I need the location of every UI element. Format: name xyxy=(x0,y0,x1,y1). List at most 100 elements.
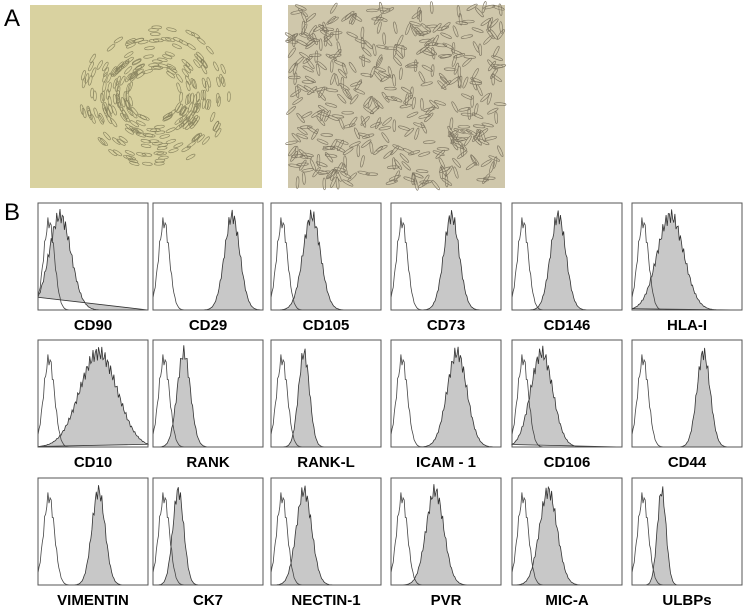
cell xyxy=(408,150,421,156)
cell xyxy=(202,136,210,145)
cell xyxy=(174,117,183,125)
cell xyxy=(489,18,499,29)
cell xyxy=(438,166,451,173)
cell xyxy=(324,110,331,122)
cell xyxy=(298,33,312,39)
cell xyxy=(437,80,447,90)
micrograph xyxy=(30,5,262,188)
cell xyxy=(294,4,307,11)
histogram-control xyxy=(270,492,381,586)
cell xyxy=(404,127,415,137)
cell xyxy=(420,98,424,111)
cell xyxy=(497,145,504,157)
cell xyxy=(293,72,298,86)
cell xyxy=(136,71,146,79)
cell xyxy=(102,81,107,92)
cell xyxy=(103,131,111,141)
cell xyxy=(392,74,396,87)
cell xyxy=(380,74,392,83)
cell xyxy=(325,88,339,93)
cell xyxy=(201,98,207,109)
histogram-frame xyxy=(631,339,743,448)
cell xyxy=(351,13,363,22)
cell xyxy=(353,88,366,95)
cell xyxy=(295,85,300,99)
cell xyxy=(135,132,146,138)
cell xyxy=(303,85,315,93)
cell xyxy=(493,102,507,106)
cell xyxy=(194,53,203,62)
cell xyxy=(411,96,416,110)
cell xyxy=(472,124,486,129)
cell xyxy=(337,68,348,79)
cell xyxy=(486,92,492,105)
cell xyxy=(455,21,469,25)
histogram-frame xyxy=(511,202,623,311)
cell xyxy=(499,21,503,34)
cell xyxy=(124,56,134,64)
cell xyxy=(409,21,422,27)
cell xyxy=(434,100,447,106)
cell xyxy=(108,149,118,157)
cell xyxy=(86,105,92,117)
cell xyxy=(401,45,405,58)
cell xyxy=(191,133,200,142)
cell xyxy=(378,126,392,131)
cell xyxy=(288,145,297,157)
cell xyxy=(356,144,361,158)
cell xyxy=(337,93,347,104)
cell xyxy=(210,111,216,122)
cell xyxy=(363,96,372,107)
cell xyxy=(182,116,191,125)
cell xyxy=(360,115,367,128)
cell xyxy=(460,129,473,135)
cell xyxy=(441,80,452,89)
histogram-control xyxy=(511,492,622,586)
cell xyxy=(315,63,321,76)
cell xyxy=(110,118,118,128)
cell xyxy=(134,68,144,76)
panel-label: A xyxy=(4,5,20,32)
cell xyxy=(102,103,107,114)
cell xyxy=(312,25,325,32)
cell xyxy=(333,48,342,60)
cell xyxy=(493,64,507,69)
cell xyxy=(390,145,400,156)
cell xyxy=(316,154,321,167)
cell xyxy=(376,21,382,34)
cell xyxy=(478,43,482,57)
cell xyxy=(490,63,504,68)
cell xyxy=(327,169,337,179)
cell xyxy=(186,141,196,149)
cell xyxy=(167,109,177,117)
cell xyxy=(90,87,94,99)
cell xyxy=(200,89,205,101)
cell xyxy=(142,161,153,166)
cell xyxy=(139,115,150,121)
cell xyxy=(174,102,181,112)
marker-label: HLA-I xyxy=(667,317,707,334)
cell xyxy=(89,53,96,63)
cell xyxy=(474,103,479,116)
cell xyxy=(415,26,425,37)
cell xyxy=(451,54,457,67)
cell xyxy=(498,3,503,17)
cell xyxy=(471,27,484,33)
cell xyxy=(299,125,313,129)
cell xyxy=(312,167,321,178)
cell xyxy=(471,112,484,119)
cell xyxy=(418,114,431,119)
cell xyxy=(162,112,173,119)
cell xyxy=(296,84,308,93)
cell xyxy=(150,66,162,70)
cell xyxy=(303,32,315,41)
cell xyxy=(118,136,128,143)
cell-texture xyxy=(79,25,231,166)
cell xyxy=(342,163,348,176)
cell xyxy=(140,143,152,148)
cell xyxy=(406,111,419,118)
histogram-frame xyxy=(37,477,149,586)
histogram-frame xyxy=(631,477,743,586)
cell xyxy=(478,128,489,137)
